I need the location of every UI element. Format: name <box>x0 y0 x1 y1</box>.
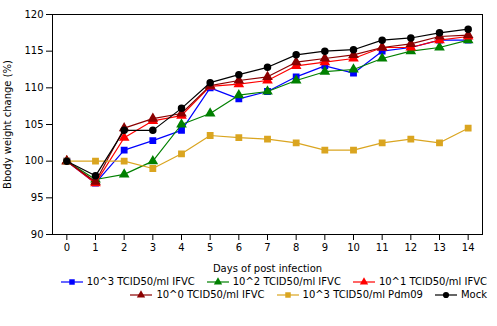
svg-text:14: 14 <box>462 242 475 253</box>
html-text:10^3 TCID50/ml IFVC: 10^3 TCID50/ml IFVC <box>86 276 195 287</box>
svg-text:0: 0 <box>64 242 70 253</box>
svg-text:3: 3 <box>150 242 156 253</box>
svg-text:115: 115 <box>24 45 43 56</box>
svg-text:1: 1 <box>92 242 98 253</box>
svg-text:90: 90 <box>31 229 44 240</box>
html-text:10^1 TCID50/ml IFVC: 10^1 TCID50/ml IFVC <box>378 276 487 287</box>
svg-text:12: 12 <box>404 242 417 253</box>
svg-text:9: 9 <box>322 242 328 253</box>
svg-text:4: 4 <box>178 242 184 253</box>
svg-text:6: 6 <box>236 242 242 253</box>
svg-text:100: 100 <box>24 155 43 166</box>
svg-text:11: 11 <box>376 242 389 253</box>
svg-text:105: 105 <box>24 119 43 130</box>
html-text:Mock: Mock <box>461 289 487 300</box>
html-text:10^2 TCID50/ml IFVC: 10^2 TCID50/ml IFVC <box>232 276 341 287</box>
svg-text:95: 95 <box>31 192 44 203</box>
svg-text:2: 2 <box>121 242 127 253</box>
svg-text:Bbody weight change (%): Bbody weight change (%) <box>2 60 13 189</box>
html-text:10^0 TCID50/ml IFVC: 10^0 TCID50/ml IFVC <box>156 289 265 300</box>
svg-text:13: 13 <box>433 242 446 253</box>
svg-text:110: 110 <box>24 82 43 93</box>
svg-text:5: 5 <box>207 242 213 253</box>
svg-text:Days of post infection: Days of post infection <box>213 263 322 274</box>
svg-text:7: 7 <box>264 242 270 253</box>
html-text:10^3 TCID50/ml Pdm09: 10^3 TCID50/ml Pdm09 <box>302 289 423 300</box>
svg-text:8: 8 <box>293 242 299 253</box>
svg-text:10: 10 <box>347 242 360 253</box>
svg-text:120: 120 <box>24 9 43 20</box>
